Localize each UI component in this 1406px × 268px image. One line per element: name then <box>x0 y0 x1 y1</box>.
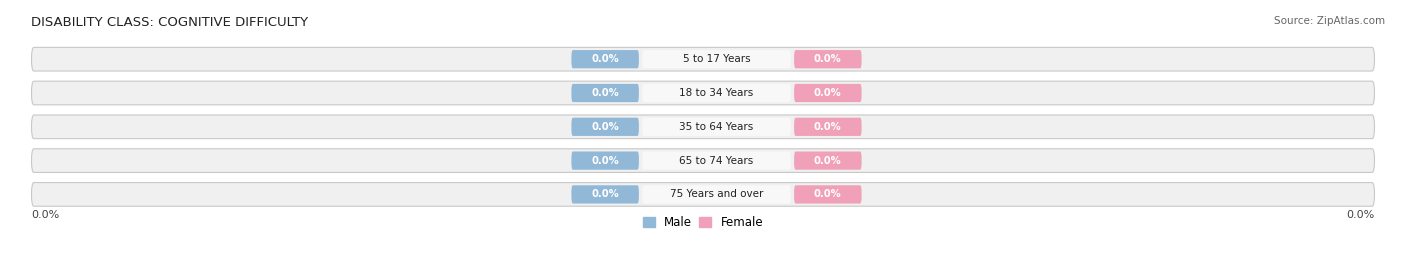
FancyBboxPatch shape <box>571 151 638 170</box>
FancyBboxPatch shape <box>794 50 862 68</box>
Text: 35 to 64 Years: 35 to 64 Years <box>679 122 754 132</box>
Legend: Male, Female: Male, Female <box>643 216 763 229</box>
FancyBboxPatch shape <box>643 118 790 136</box>
FancyBboxPatch shape <box>794 185 862 203</box>
Text: 0.0%: 0.0% <box>592 156 619 166</box>
Text: Source: ZipAtlas.com: Source: ZipAtlas.com <box>1274 16 1385 26</box>
Text: 18 to 34 Years: 18 to 34 Years <box>679 88 754 98</box>
FancyBboxPatch shape <box>643 151 790 170</box>
Text: 75 Years and over: 75 Years and over <box>669 189 763 199</box>
Text: 0.0%: 0.0% <box>814 54 842 64</box>
Text: 0.0%: 0.0% <box>814 156 842 166</box>
FancyBboxPatch shape <box>571 50 638 68</box>
Text: 0.0%: 0.0% <box>814 122 842 132</box>
FancyBboxPatch shape <box>794 84 862 102</box>
FancyBboxPatch shape <box>794 151 862 170</box>
FancyBboxPatch shape <box>31 149 1375 172</box>
Text: 65 to 74 Years: 65 to 74 Years <box>679 156 754 166</box>
FancyBboxPatch shape <box>31 47 1375 71</box>
Text: 0.0%: 0.0% <box>814 88 842 98</box>
Text: 0.0%: 0.0% <box>592 122 619 132</box>
Text: 0.0%: 0.0% <box>814 189 842 199</box>
FancyBboxPatch shape <box>31 81 1375 105</box>
FancyBboxPatch shape <box>794 118 862 136</box>
FancyBboxPatch shape <box>643 84 790 102</box>
FancyBboxPatch shape <box>31 183 1375 206</box>
Text: 0.0%: 0.0% <box>592 189 619 199</box>
Text: 0.0%: 0.0% <box>592 88 619 98</box>
FancyBboxPatch shape <box>31 115 1375 139</box>
Text: DISABILITY CLASS: COGNITIVE DIFFICULTY: DISABILITY CLASS: COGNITIVE DIFFICULTY <box>31 16 309 29</box>
Text: 5 to 17 Years: 5 to 17 Years <box>683 54 751 64</box>
Text: 0.0%: 0.0% <box>592 54 619 64</box>
Text: 0.0%: 0.0% <box>1347 210 1375 220</box>
FancyBboxPatch shape <box>571 185 638 203</box>
Text: 0.0%: 0.0% <box>31 210 59 220</box>
FancyBboxPatch shape <box>643 185 790 203</box>
FancyBboxPatch shape <box>571 84 638 102</box>
FancyBboxPatch shape <box>571 118 638 136</box>
FancyBboxPatch shape <box>643 50 790 68</box>
